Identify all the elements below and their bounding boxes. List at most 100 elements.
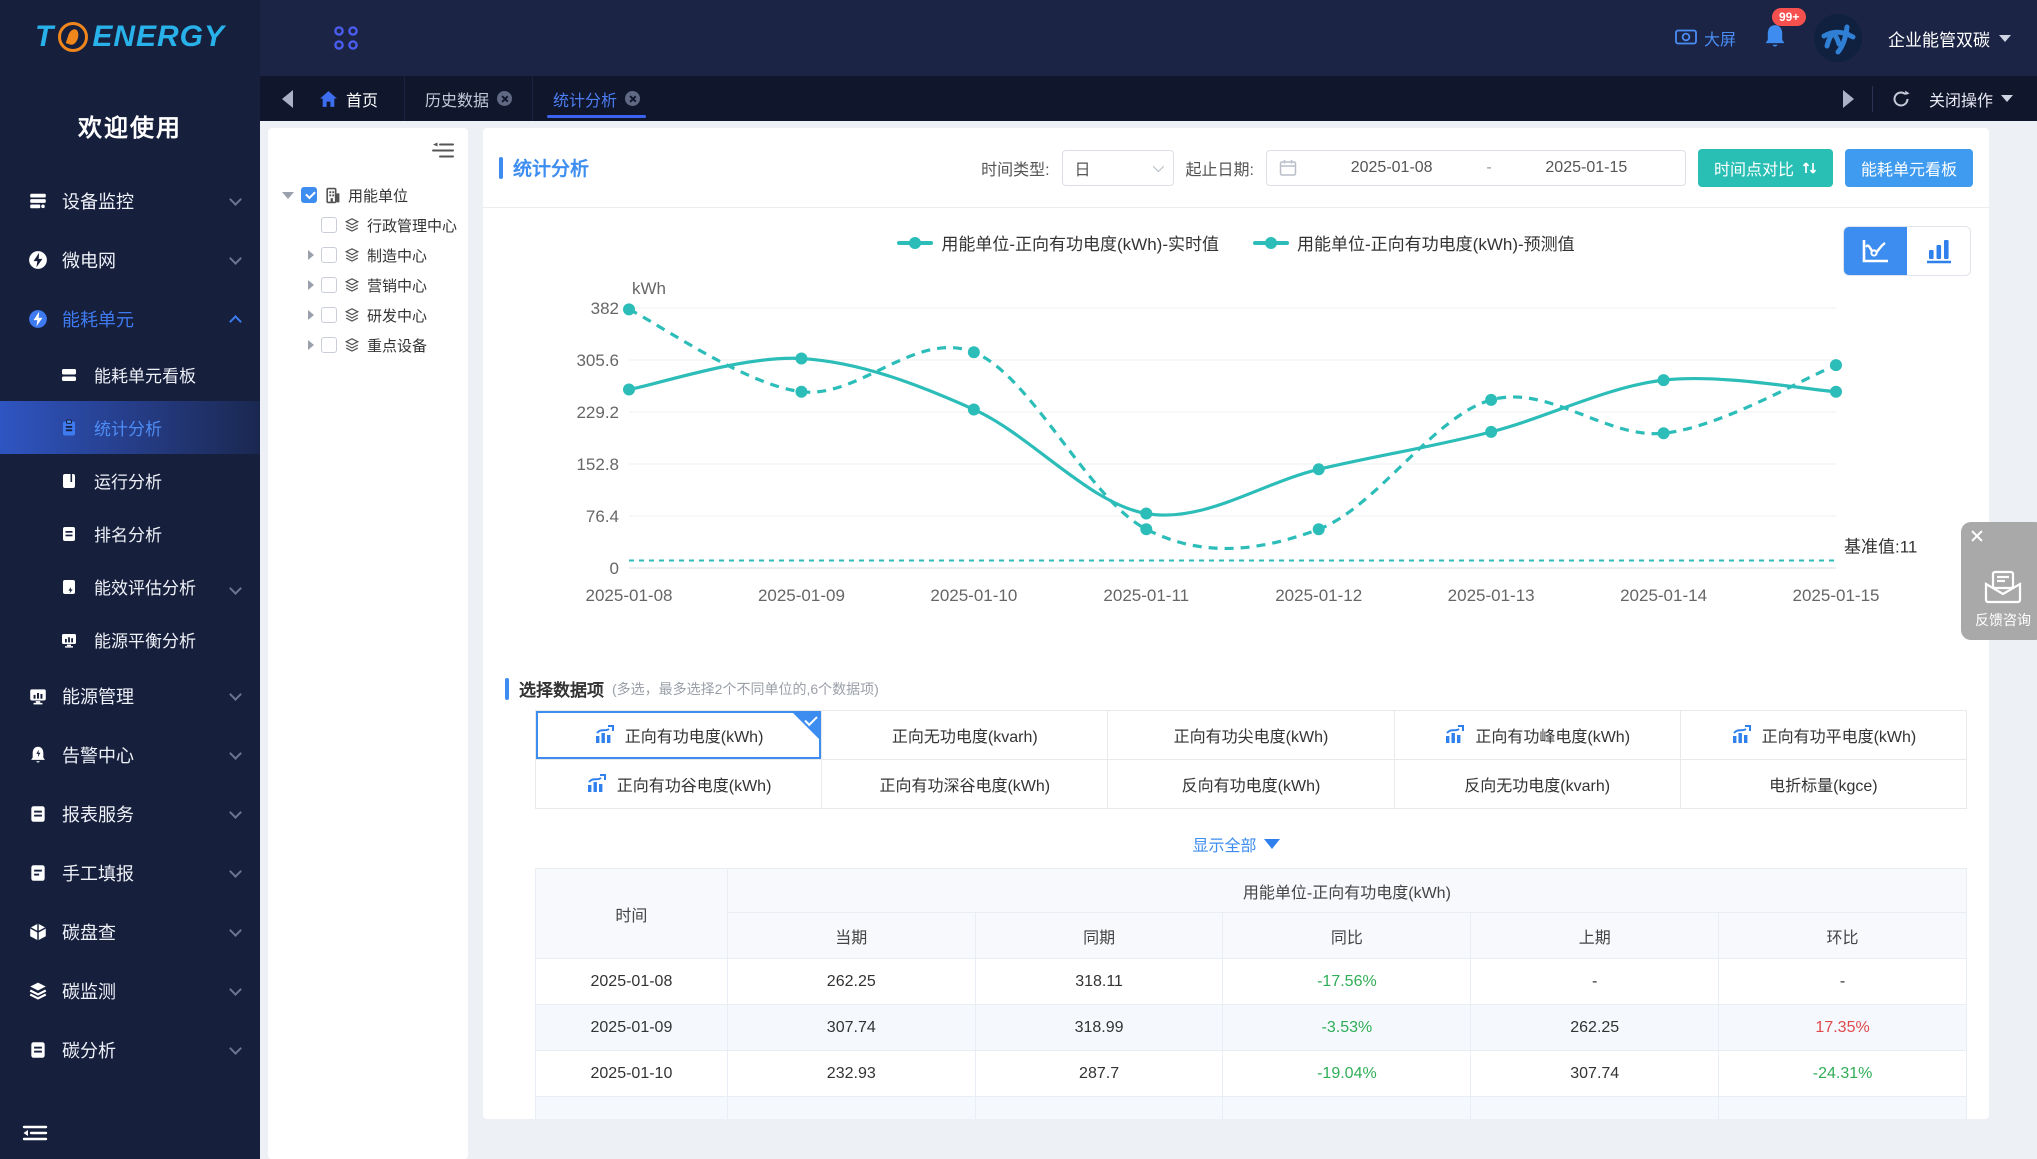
big-screen-button[interactable]: 大屏 <box>1675 26 1736 50</box>
time-point-compare-button[interactable]: 时间点对比 <box>1697 148 1833 187</box>
tree-expand-icon[interactable] <box>308 340 314 350</box>
notification-badge: 99+ <box>1772 7 1807 26</box>
column-group-header: 用能单位-正向有功电度(kWh) <box>726 868 1968 913</box>
sidebar-item-carbon-monitor[interactable]: 碳监测 <box>0 961 260 1020</box>
main-panel: 统计分析 时间类型: 日 起止日期: 2025-01-08 - 2025-01-… <box>483 128 1989 1119</box>
tree-node[interactable]: 行政管理中心 <box>282 210 468 240</box>
chevron-down-icon <box>229 688 242 701</box>
tree-expand-icon[interactable] <box>308 280 314 290</box>
sidebar-item-report-service[interactable]: 报表服务 <box>0 784 260 843</box>
sidebar-item-energy-management[interactable]: 能源管理 <box>0 666 260 725</box>
date-separator: - <box>1486 158 1492 176</box>
data-item[interactable]: 正向有功峰电度(kWh) <box>1394 711 1681 760</box>
data-item-label: 正向有功电度(kWh) <box>624 729 764 746</box>
sidebar-item-alarm-center[interactable]: 告警中心 <box>0 725 260 784</box>
checkbox[interactable] <box>321 307 337 323</box>
line-chart-icon <box>1862 240 1888 263</box>
sidebar-item-manual-entry[interactable]: 手工填报 <box>0 843 260 902</box>
checkbox[interactable] <box>321 337 337 353</box>
close-icon[interactable] <box>1969 528 1985 544</box>
feedback-widget[interactable]: 反馈咨询 <box>1961 522 2037 640</box>
sidebar-item-ranking-analysis[interactable]: 排名分析 <box>0 507 260 560</box>
cell-date: 2025-01-10 <box>535 1050 728 1097</box>
data-item[interactable]: 电折标量(kgce) <box>1680 760 1967 809</box>
bar-chart-button[interactable] <box>1907 227 1970 275</box>
tab-label: 历史数据 <box>425 92 490 110</box>
close-icon[interactable] <box>497 91 513 106</box>
data-item-label: 正向有功平电度(kWh) <box>1761 729 1917 746</box>
legend-item-forecast[interactable]: 用能单位-正向有功电度(kWh)-预测值 <box>1253 230 1575 255</box>
divider <box>1871 85 1873 112</box>
chevron-down-icon <box>229 806 242 819</box>
energy-unit-board-button[interactable]: 能耗单元看板 <box>1844 148 1973 187</box>
data-item[interactable]: 正向有功尖电度(kWh) <box>1108 711 1395 760</box>
tab-home[interactable]: 首页 <box>311 76 404 121</box>
tab-statistical-analysis[interactable]: 统计分析 <box>532 76 660 121</box>
command-icon[interactable] <box>332 24 360 57</box>
sidebar-collapse-icon[interactable] <box>22 1123 48 1143</box>
line-chart-button[interactable] <box>1844 227 1907 275</box>
show-all-toggle[interactable]: 显示全部 <box>483 832 1989 856</box>
svg-text:kWh: kWh <box>632 279 666 298</box>
sidebar-item-energy-unit-board[interactable]: 能耗单元看板 <box>0 348 260 401</box>
sidebar-item-run-analysis[interactable]: 运行分析 <box>0 454 260 507</box>
data-item[interactable]: 正向有功谷电度(kWh) <box>536 760 823 809</box>
date-start-value[interactable]: 2025-01-08 <box>1350 158 1433 176</box>
tree-expand-icon[interactable] <box>308 310 314 320</box>
close-operations-menu[interactable]: 关闭操作 <box>1929 87 2013 111</box>
legend-item-realtime[interactable]: 用能单位-正向有功电度(kWh)-实时值 <box>897 230 1219 255</box>
sidebar-item-microgrid[interactable]: 微电网 <box>0 230 260 289</box>
sidebar-item-efficiency-analysis[interactable]: 能效评估分析 <box>0 560 260 613</box>
data-item-forward-active[interactable]: 正向有功电度(kWh) <box>536 711 823 760</box>
org-switcher[interactable]: 企业能管双碳 <box>1888 26 2011 51</box>
tree-node[interactable]: 研发中心 <box>282 300 468 330</box>
sidebar-item-carbon-analysis[interactable]: 碳分析 <box>0 1020 260 1079</box>
back-arrow-icon[interactable] <box>282 89 293 108</box>
cell-yoy: -3.53% <box>1222 1004 1472 1051</box>
avatar[interactable] <box>1814 14 1862 62</box>
data-item[interactable]: 反向无功电度(kvarh) <box>1394 760 1681 809</box>
tree-node[interactable]: 制造中心 <box>282 240 468 270</box>
data-item[interactable]: 正向无功电度(kvarh) <box>822 711 1109 760</box>
tree-node-label: 营销中心 <box>367 277 428 295</box>
tree-node-label: 研发中心 <box>367 307 428 325</box>
refresh-icon[interactable] <box>1891 89 1911 109</box>
data-item[interactable]: 正向有功深谷电度(kWh) <box>822 760 1109 809</box>
sidebar-item-energy-unit[interactable]: 能耗单元 <box>0 289 260 348</box>
checkbox[interactable] <box>321 247 337 263</box>
date-range-input[interactable]: 2025-01-08 - 2025-01-15 <box>1265 149 1686 186</box>
checkbox[interactable] <box>321 217 337 233</box>
checkbox-checked[interactable] <box>301 187 317 203</box>
checkbox[interactable] <box>321 277 337 293</box>
date-end-value[interactable]: 2025-01-15 <box>1545 158 1628 176</box>
line-chart[interactable]: 0 76.4 152.8 229.2 305.6 382 kWh 2025-01-08 2025… <box>499 278 1959 623</box>
chart-type-toggle <box>1843 226 1971 276</box>
calendar-icon <box>1279 159 1297 176</box>
data-item-label: 电折标量(kgce) <box>1769 778 1878 795</box>
sidebar-item-carbon-audit[interactable]: 碳盘查 <box>0 902 260 961</box>
svg-text:2025-01-15: 2025-01-15 <box>1793 586 1880 605</box>
sidebar-item-label: 能源平衡分析 <box>94 632 196 651</box>
time-type-select[interactable]: 日 <box>1061 149 1174 186</box>
tree-node-root[interactable]: 用能单位 <box>282 180 468 210</box>
layers-icon <box>344 218 360 232</box>
sidebar-item-energy-balance-analysis[interactable]: 能源平衡分析 <box>0 613 260 666</box>
close-icon[interactable] <box>625 91 641 106</box>
tree-collapse-icon[interactable] <box>432 142 454 164</box>
data-item[interactable]: 正向有功平电度(kWh) <box>1680 711 1967 760</box>
notifications-button[interactable]: 99+ <box>1762 7 1807 55</box>
data-item[interactable]: 反向有功电度(kWh) <box>1108 760 1395 809</box>
board-icon <box>60 365 80 385</box>
tab-history-data[interactable]: 历史数据 <box>404 76 532 121</box>
tree-node[interactable]: 重点设备 <box>282 330 468 360</box>
topbar: 大屏 99+ 企业能管双碳 <box>260 0 2037 76</box>
sidebar-item-device-monitor[interactable]: 设备监控 <box>0 171 260 230</box>
tree-expand-icon[interactable] <box>308 250 314 260</box>
tree-node[interactable]: 营销中心 <box>282 270 468 300</box>
sidebar-item-statistical-analysis[interactable]: 统计分析 <box>0 401 260 454</box>
mini-bar-chart-icon <box>1732 725 1751 743</box>
forward-arrow-icon[interactable] <box>1842 89 1854 108</box>
data-item-label: 正向有功谷电度(kWh) <box>616 778 772 795</box>
selector-title-text: 选择数据项 <box>519 681 604 700</box>
tree-expand-icon[interactable] <box>282 191 294 199</box>
